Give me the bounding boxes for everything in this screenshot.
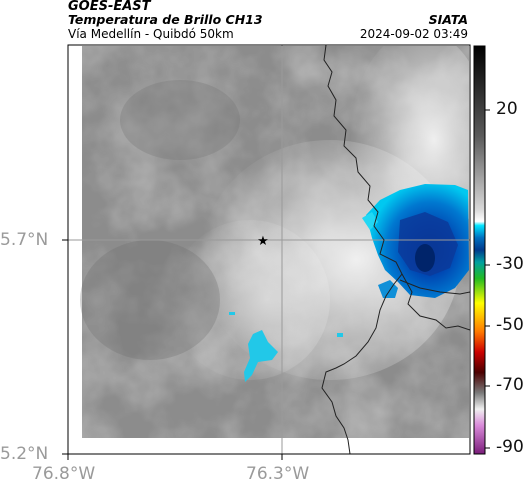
lat-tick-label: 5.2°N [0,444,49,464]
lon-tick-label: 76.3°W [246,464,310,484]
border-line [401,273,470,331]
colorbar [473,45,486,455]
region-subtitle: Vía Medellín - Quibdó 50km [68,27,234,41]
lon-tick-label: 76.8°W [32,464,96,484]
coastline [321,45,403,454]
colorbar-tick-label: 20 [496,99,518,119]
star-icon: ★ [257,234,269,249]
timestamp: 2024-09-02 03:49 [359,27,468,41]
lat-tick-label: 5.7°N [0,230,49,250]
product-title: Temperatura de Brillo CH13 [68,12,263,27]
small-storm-cells [229,312,343,382]
convective-storm [362,184,469,298]
colorbar-tick-label: -50 [496,315,524,335]
satellite-name: GOES-EAST [68,0,151,14]
colorbar-tick-label: -70 [496,375,524,395]
colorbar-tick-label: -90 [496,437,524,457]
colorbar-tick-label: -30 [496,254,524,274]
organization-label: SIATA [428,12,468,27]
